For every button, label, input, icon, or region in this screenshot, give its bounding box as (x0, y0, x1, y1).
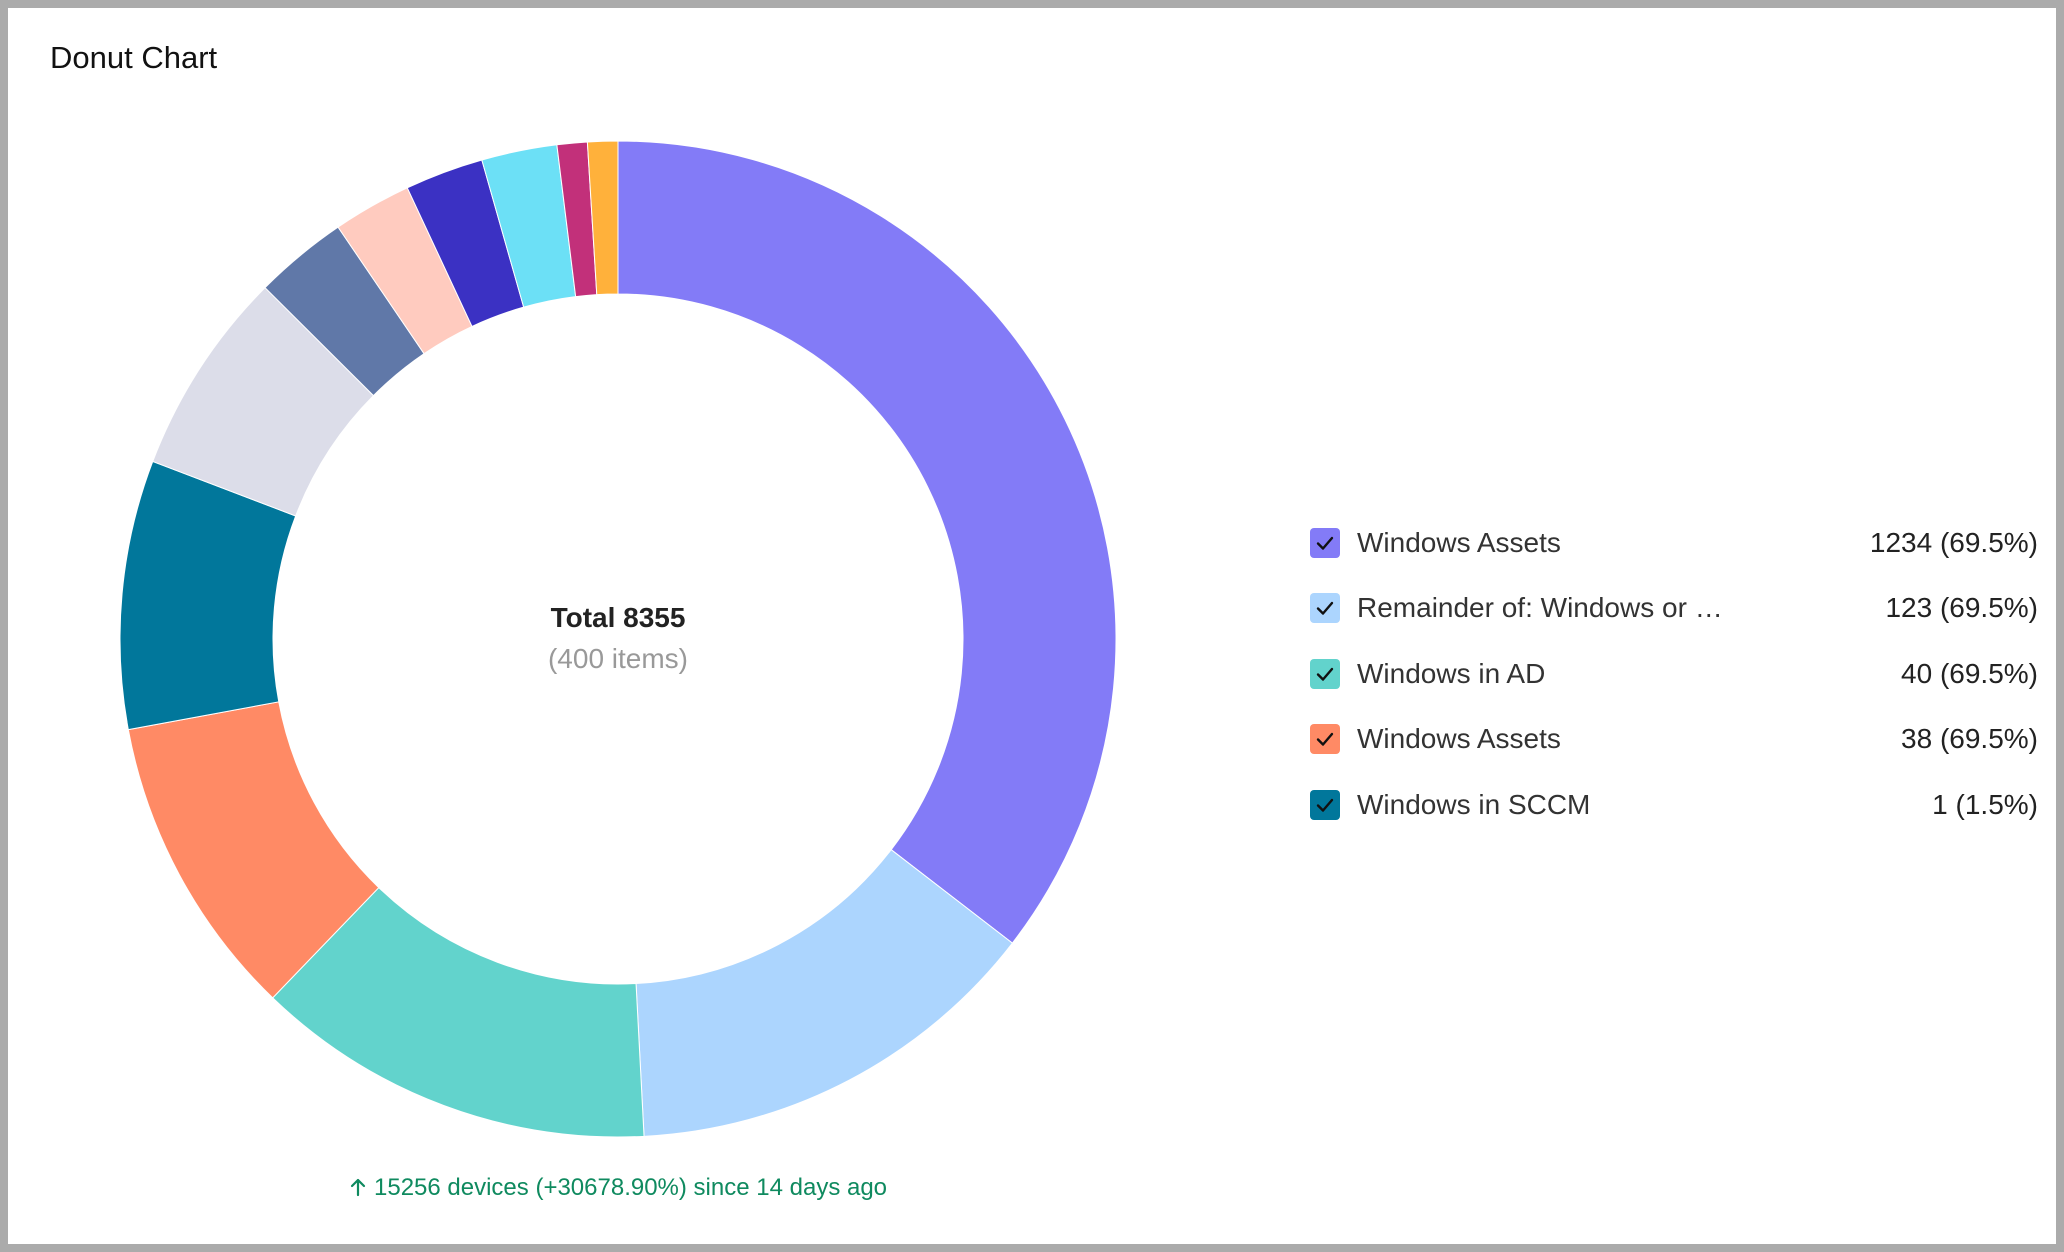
legend-item[interactable]: Windows Assets 1234 (69.5%) (1310, 510, 2038, 576)
donut-total-label: Total 8355 (551, 602, 686, 633)
chart-legend: Windows Assets 1234 (69.5%) Remainder of: … (1310, 510, 2038, 838)
legend-value: 38 (69.5%) (1901, 723, 2038, 755)
chart-title: Donut Chart (50, 40, 218, 75)
legend-checkbox[interactable] (1310, 593, 1340, 624)
legend-label: Windows in SCCM (1357, 788, 1591, 820)
legend-item[interactable]: Windows in AD 40 (69.5%) (1310, 641, 2038, 707)
legend-checkbox[interactable] (1310, 724, 1340, 755)
legend-checkbox[interactable] (1310, 789, 1340, 820)
trend-text: 15256 devices (+30678.90%) since 14 days… (374, 1174, 888, 1201)
chart-card: Donut Chart Total 8355 (400 items) Window… (8, 8, 2056, 1244)
legend-label: Remainder of: Windows or Linux Assets (1357, 592, 1729, 624)
legend-value: 1 (1.5%) (1932, 788, 2038, 820)
check-icon (1316, 667, 1334, 681)
donut-slice[interactable] (617, 140, 1117, 944)
legend-value: 1234 (69.5%) (1869, 526, 2038, 558)
check-icon (1316, 733, 1334, 746)
legend-label: Windows Assets (1357, 526, 1561, 558)
legend-item[interactable]: Windows Assets 38 (69.5%) (1310, 707, 2038, 773)
arrow-up-icon (348, 1174, 368, 1202)
legend-value: 123 (69.5%) (1885, 592, 2038, 624)
trend-indicator: 15256 devices (+30678.90%) since 14 days… (348, 1174, 887, 1202)
check-icon (1316, 798, 1334, 812)
legend-label: Windows in AD (1357, 657, 1546, 689)
legend-value: 40 (69.5%) (1901, 657, 2038, 689)
legend-item[interactable]: Windows in SCCM 1 (1.5%) (1310, 772, 2038, 838)
legend-checkbox[interactable] (1310, 658, 1340, 689)
legend-label: Windows Assets (1357, 723, 1561, 755)
legend-checkbox[interactable] (1310, 527, 1340, 558)
donut-items-label: (400 items) (548, 643, 688, 674)
check-icon (1316, 602, 1334, 615)
donut-slice[interactable] (586, 140, 619, 296)
donut-chart: Total 8355 (400 items) (119, 140, 1117, 1138)
check-icon (1316, 536, 1334, 550)
legend-item[interactable]: Remainder of: Windows or Linux Assets 123… (1310, 576, 2038, 642)
